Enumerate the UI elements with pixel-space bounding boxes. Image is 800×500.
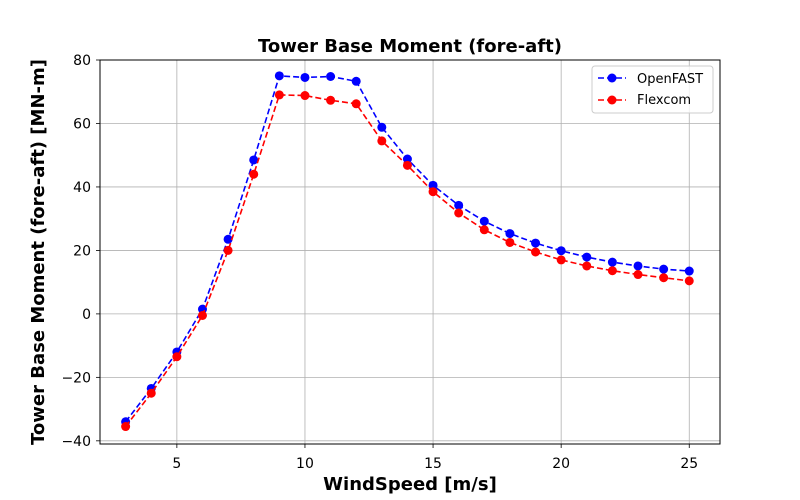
data-point-flexcom bbox=[633, 270, 643, 280]
data-point-openfast bbox=[684, 266, 694, 276]
data-point-flexcom bbox=[531, 247, 541, 257]
data-point-openfast bbox=[377, 122, 387, 132]
data-point-flexcom bbox=[274, 90, 284, 100]
y-tick-label: −40 bbox=[61, 434, 91, 450]
x-tick-label: 20 bbox=[552, 456, 570, 472]
data-point-flexcom bbox=[197, 310, 207, 320]
y-axis-label: Tower Base Moment (fore-aft) [MN-m] bbox=[28, 59, 49, 445]
legend-marker-flexcom bbox=[607, 95, 617, 105]
y-tick-label: 80 bbox=[73, 53, 91, 69]
data-point-openfast bbox=[428, 180, 438, 190]
x-tick-label: 25 bbox=[680, 456, 698, 472]
y-tick-label: 60 bbox=[73, 116, 91, 132]
data-point-openfast bbox=[556, 246, 566, 256]
axis-ticks: 5 10 15 20 25 −40 −20 0 20 40 60 80 bbox=[61, 53, 698, 472]
data-point-flexcom bbox=[326, 95, 336, 105]
series-layer bbox=[121, 71, 694, 432]
plot-area-frame bbox=[99, 59, 721, 445]
x-axis-label: WindSpeed [m/s] bbox=[323, 474, 497, 495]
data-point-openfast bbox=[326, 72, 336, 82]
data-point-openfast bbox=[633, 261, 643, 271]
data-point-openfast bbox=[402, 154, 412, 164]
data-point-flexcom bbox=[659, 273, 669, 283]
data-point-flexcom bbox=[121, 422, 131, 432]
data-point-flexcom bbox=[377, 136, 387, 146]
data-point-flexcom bbox=[607, 266, 617, 276]
y-tick-label: 20 bbox=[73, 243, 91, 259]
data-point-openfast bbox=[479, 216, 489, 226]
data-point-flexcom bbox=[556, 255, 566, 265]
data-point-openfast bbox=[659, 264, 669, 274]
data-point-openfast bbox=[274, 71, 284, 81]
data-point-openfast bbox=[531, 238, 541, 248]
legend-label-openfast: OpenFAST bbox=[637, 72, 703, 87]
data-point-openfast bbox=[249, 155, 259, 165]
data-point-openfast bbox=[505, 229, 515, 239]
data-point-flexcom bbox=[402, 160, 412, 170]
legend: OpenFAST Flexcom bbox=[591, 65, 714, 114]
data-point-openfast bbox=[300, 72, 310, 82]
data-point-openfast bbox=[454, 200, 464, 210]
chart-title: Tower Base Moment (fore-aft) bbox=[258, 36, 562, 57]
legend-box bbox=[591, 65, 714, 114]
data-point-flexcom bbox=[146, 388, 156, 398]
legend-marker-openfast bbox=[607, 73, 617, 83]
data-point-flexcom bbox=[582, 261, 592, 271]
data-point-flexcom bbox=[684, 276, 694, 286]
y-tick-label: 40 bbox=[73, 180, 91, 196]
data-point-flexcom bbox=[300, 91, 310, 101]
data-point-flexcom bbox=[505, 237, 515, 247]
data-point-flexcom bbox=[223, 245, 233, 255]
legend-label-flexcom: Flexcom bbox=[637, 93, 691, 108]
data-point-flexcom bbox=[351, 99, 361, 109]
data-point-openfast bbox=[223, 234, 233, 244]
data-point-flexcom bbox=[454, 208, 464, 218]
data-point-flexcom bbox=[428, 187, 438, 197]
data-point-flexcom bbox=[479, 225, 489, 235]
x-tick-label: 10 bbox=[296, 456, 314, 472]
data-point-flexcom bbox=[172, 352, 182, 362]
data-point-openfast bbox=[582, 252, 592, 262]
data-point-openfast bbox=[351, 76, 361, 86]
x-tick-label: 5 bbox=[172, 456, 181, 472]
y-tick-label: −20 bbox=[61, 370, 91, 386]
data-point-openfast bbox=[607, 257, 617, 267]
data-point-flexcom bbox=[249, 169, 259, 179]
x-tick-label: 15 bbox=[424, 456, 442, 472]
y-tick-label: 0 bbox=[82, 307, 91, 323]
